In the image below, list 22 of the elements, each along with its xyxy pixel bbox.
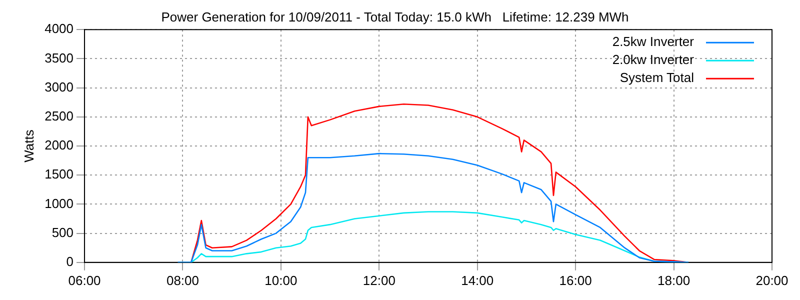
y-tick-label: 2500 — [44, 108, 74, 124]
legend-label: 2.5kw Inverter — [612, 34, 695, 50]
legend-label: 2.0kw Inverter — [612, 52, 695, 68]
x-tick-label: 06:00 — [68, 272, 101, 288]
y-tick-label: 1500 — [44, 166, 74, 182]
y-tick-label: 1000 — [44, 196, 74, 211]
x-tick-label: 16:00 — [559, 272, 592, 288]
x-tick-label: 08:00 — [166, 272, 200, 288]
legend-label: System Total — [620, 70, 694, 86]
y-tick-label: 2000 — [44, 138, 74, 153]
x-tick-label: 10:00 — [264, 272, 298, 288]
y-tick-label: 3500 — [44, 50, 74, 66]
y-axis-title: Watts — [21, 129, 36, 162]
y-tick-label: 500 — [52, 224, 74, 240]
y-tick-label: 4000 — [44, 21, 74, 36]
chart-title: Power Generation for 10/09/2011 - Total Today: 15.0 kWh Lifetime: 12.239 MWh — [161, 9, 629, 24]
y-tick-label: 3000 — [44, 79, 74, 94]
x-tick-label: 12:00 — [362, 272, 396, 288]
x-tick-label: 18:00 — [658, 272, 690, 288]
x-tick-label: 14:00 — [461, 272, 494, 288]
y-tick-label: 0 — [66, 254, 74, 269]
x-tick-label: 20:00 — [756, 272, 788, 288]
